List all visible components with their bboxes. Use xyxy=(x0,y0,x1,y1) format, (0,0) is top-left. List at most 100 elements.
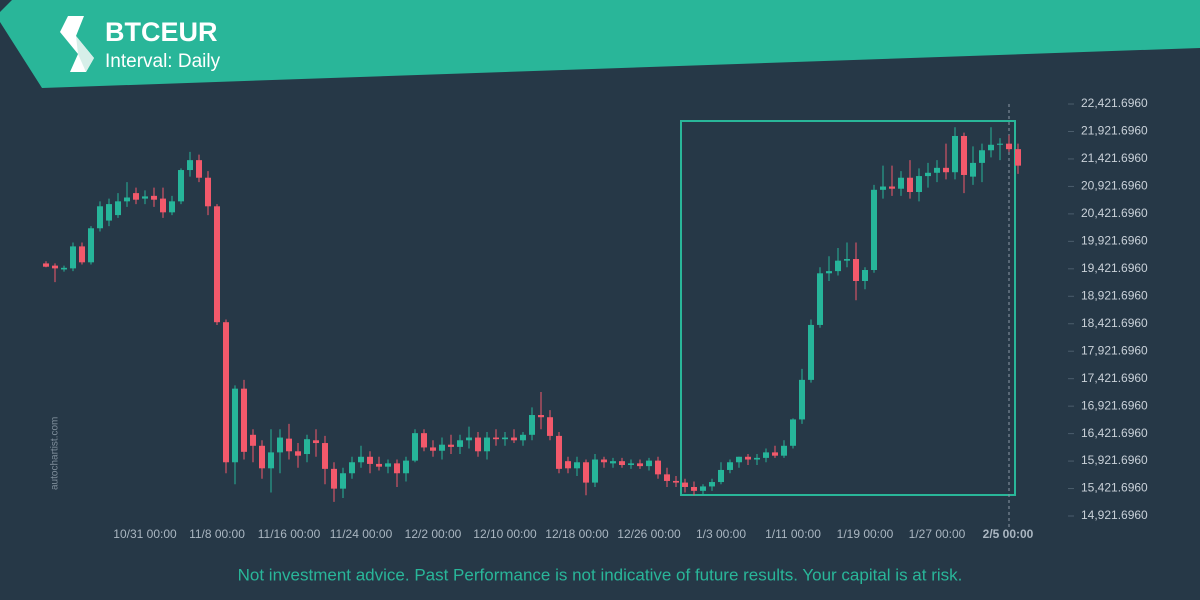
y-tick-label: 18,921.6960 xyxy=(1081,288,1148,302)
candle-body xyxy=(313,440,319,444)
y-tick-label: 15,421.6960 xyxy=(1081,481,1148,495)
candle-body xyxy=(817,273,823,325)
candle-body xyxy=(340,473,346,489)
y-tick-label: 17,921.6960 xyxy=(1081,343,1148,357)
candle-body xyxy=(457,440,463,447)
candle-body xyxy=(592,459,598,483)
candle-body xyxy=(421,433,427,448)
candle-body xyxy=(88,228,94,263)
candle-body xyxy=(259,445,265,469)
candle-body xyxy=(727,462,733,470)
candle-body xyxy=(871,189,877,271)
candle-body xyxy=(997,143,1003,145)
candle-body xyxy=(934,167,940,173)
x-tick-label: 1/3 00:00 xyxy=(696,527,746,541)
candle-body xyxy=(952,135,958,173)
candle-body xyxy=(799,379,805,420)
candle-body xyxy=(619,461,625,466)
candle-body xyxy=(601,459,607,463)
y-tick-label: 21,421.6960 xyxy=(1081,151,1148,165)
candle-body xyxy=(610,461,616,464)
candle-body xyxy=(880,186,886,190)
plot: 14,921.6960 15,421.6960 15,921.6960 16,421.… xyxy=(43,96,1148,541)
candle-body xyxy=(79,246,85,263)
candle-body xyxy=(52,265,58,269)
disclaimer: Not investment advice. Past Performance … xyxy=(238,565,963,584)
candle-body xyxy=(205,177,211,207)
candle-body xyxy=(160,198,166,213)
candle-body xyxy=(988,144,994,151)
candle-body xyxy=(475,437,481,452)
candle-body xyxy=(97,206,103,229)
candle-body xyxy=(772,452,778,456)
candle-body xyxy=(322,443,328,469)
y-tick-label: 21,921.6960 xyxy=(1081,124,1148,138)
candle-body xyxy=(61,267,67,270)
candle-body xyxy=(961,135,967,175)
candle-body xyxy=(970,162,976,177)
candle-body xyxy=(304,439,310,455)
x-tick-label: 12/10 00:00 xyxy=(473,527,537,541)
candle-body xyxy=(1015,149,1021,166)
candle-body xyxy=(151,195,157,200)
symbol: BTCEUR xyxy=(105,17,218,47)
y-tick-label: 20,921.6960 xyxy=(1081,179,1148,193)
candle-body xyxy=(430,447,436,451)
candle-body xyxy=(385,463,391,467)
candle-body xyxy=(142,196,148,199)
candle-body xyxy=(520,434,526,441)
candle-body xyxy=(790,419,796,446)
candle-body xyxy=(133,193,139,200)
candle-body xyxy=(646,460,652,467)
candle-body xyxy=(367,456,373,464)
y-tick-label: 22,421.6960 xyxy=(1081,96,1148,110)
header-banner xyxy=(0,0,1200,88)
x-tick-label: 11/8 00:00 xyxy=(189,527,245,541)
candle-body xyxy=(583,462,589,483)
candle-body xyxy=(448,444,454,447)
candle-body xyxy=(286,438,292,452)
candle-body xyxy=(709,482,715,487)
candle-body xyxy=(187,160,193,171)
candle-body xyxy=(862,270,868,281)
candle-body xyxy=(763,452,769,458)
candle-body xyxy=(682,482,688,487)
candle-body xyxy=(106,204,112,221)
candle-body xyxy=(853,259,859,281)
candle-body xyxy=(403,460,409,474)
candle-body xyxy=(178,170,184,202)
x-tick-label: 10/31 00:00 xyxy=(113,527,177,541)
candle-body xyxy=(943,167,949,173)
candle-body xyxy=(655,460,661,475)
x-tick-label: 1/27 00:00 xyxy=(909,527,966,541)
candle-body xyxy=(529,415,535,435)
y-tick-label: 19,421.6960 xyxy=(1081,261,1148,275)
candle-body xyxy=(214,206,220,323)
candle-body xyxy=(628,463,634,466)
candle-body xyxy=(349,462,355,474)
y-tick-label: 15,921.6960 xyxy=(1081,453,1148,467)
candle-body xyxy=(844,259,850,261)
candle-body xyxy=(574,462,580,469)
candle-body xyxy=(250,434,256,446)
candle-body xyxy=(412,433,418,461)
x-tick-label: 12/18 00:00 xyxy=(545,527,609,541)
candle-body xyxy=(835,260,841,272)
candle-body xyxy=(295,451,301,456)
candle-body xyxy=(232,388,238,463)
candle-body xyxy=(511,437,517,441)
x-tick-label: 1/19 00:00 xyxy=(837,527,894,541)
candle-body xyxy=(277,437,283,453)
x-tick-label: 11/24 00:00 xyxy=(330,527,393,541)
candle-body xyxy=(664,474,670,481)
candle-body xyxy=(70,246,76,269)
candle-body xyxy=(889,186,895,189)
logo-shade xyxy=(76,36,94,72)
candle-body xyxy=(718,469,724,483)
candle-body xyxy=(907,177,913,193)
candle-body xyxy=(700,486,706,491)
candle-body xyxy=(358,456,364,463)
candle-body xyxy=(43,263,49,267)
